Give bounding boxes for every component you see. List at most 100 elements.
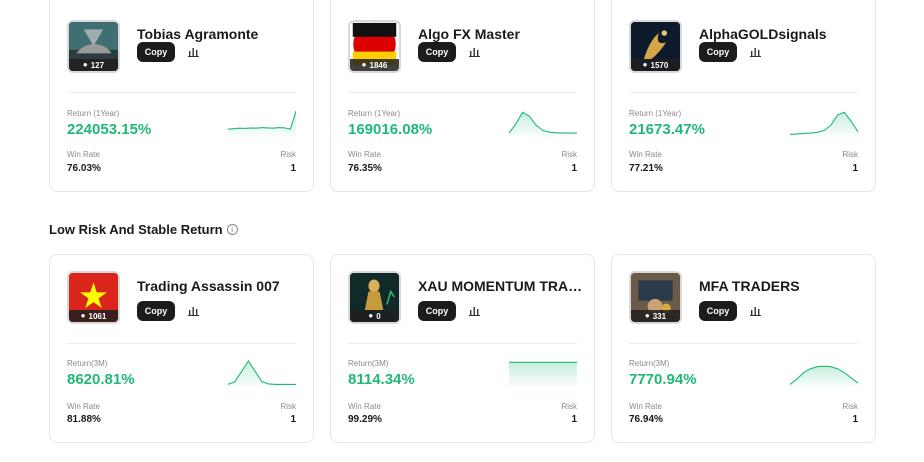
trader-name[interactable]: Tobias Agramonte bbox=[137, 26, 259, 42]
sparkline-area bbox=[790, 112, 858, 139]
return-sparkline bbox=[228, 110, 296, 139]
copy-button[interactable]: Copy bbox=[418, 42, 456, 62]
card-divider bbox=[348, 343, 577, 344]
risk-label: Risk bbox=[561, 150, 577, 159]
trader-name[interactable]: XAU MOMENTUM TRADI... bbox=[418, 278, 588, 294]
return-value: 8620.81% bbox=[67, 371, 135, 388]
trader-avatar[interactable]: ● 127 bbox=[67, 20, 120, 73]
win-rate-label: Win Rate bbox=[629, 402, 662, 411]
win-rate-label: Win Rate bbox=[348, 150, 381, 159]
follower-count: 331 bbox=[652, 311, 667, 321]
risk-label: Risk bbox=[842, 150, 858, 159]
card-divider bbox=[348, 92, 577, 93]
follower-count-badge: ● 0 bbox=[350, 310, 399, 322]
return-value: 21673.47% bbox=[629, 121, 705, 138]
sparkline-line bbox=[509, 111, 577, 134]
sparkline-area bbox=[509, 112, 577, 139]
win-rate-label: Win Rate bbox=[629, 150, 662, 159]
trader-avatar[interactable]: ● 1846 bbox=[348, 20, 401, 73]
follower-count: 127 bbox=[90, 60, 105, 70]
return-sparkline bbox=[790, 365, 858, 389]
return-label: Return(3M) bbox=[67, 359, 108, 368]
win-rate-value: 76.35% bbox=[348, 163, 382, 174]
follower-count-badge: ● 1061 bbox=[69, 310, 118, 322]
user-icon: ● bbox=[80, 311, 86, 320]
user-icon: ● bbox=[368, 311, 374, 320]
risk-value: 1 bbox=[852, 163, 858, 174]
risk-label: Risk bbox=[280, 150, 296, 159]
return-sparkline bbox=[509, 361, 577, 389]
user-icon: ● bbox=[82, 60, 88, 69]
card-divider bbox=[67, 343, 296, 344]
win-rate-label: Win Rate bbox=[67, 402, 100, 411]
sparkline-line bbox=[790, 365, 858, 385]
risk-value: 1 bbox=[852, 414, 858, 425]
info-icon[interactable]: i bbox=[226, 224, 238, 235]
sparkline-line bbox=[790, 111, 858, 135]
copy-button[interactable]: Copy bbox=[137, 301, 175, 321]
card-divider bbox=[629, 92, 858, 93]
bar-chart-icon[interactable] bbox=[469, 47, 480, 57]
bar-chart-icon[interactable] bbox=[750, 306, 761, 316]
copy-button[interactable]: Copy bbox=[699, 301, 737, 321]
trader-avatar[interactable]: ● 0 bbox=[348, 271, 401, 324]
win-rate-label: Win Rate bbox=[67, 150, 100, 159]
user-icon: ● bbox=[644, 311, 650, 320]
copy-button[interactable]: Copy bbox=[699, 42, 737, 62]
follower-count: 1846 bbox=[369, 60, 388, 70]
return-value: 7770.94% bbox=[629, 371, 697, 388]
return-label: Return (1Year) bbox=[629, 109, 682, 118]
risk-value: 1 bbox=[290, 163, 296, 174]
copy-button[interactable]: Copy bbox=[418, 301, 456, 321]
return-label: Return(3M) bbox=[348, 359, 389, 368]
return-sparkline bbox=[228, 359, 296, 389]
return-label: Return (1Year) bbox=[67, 109, 120, 118]
trader-avatar[interactable]: ● 331 bbox=[629, 271, 682, 324]
bar-chart-icon[interactable] bbox=[188, 47, 199, 57]
follower-count-badge: ● 1570 bbox=[631, 59, 680, 71]
risk-label: Risk bbox=[280, 402, 296, 411]
follower-count: 1570 bbox=[650, 60, 669, 70]
trader-name[interactable]: Trading Assassin 007 bbox=[137, 278, 280, 294]
trader-name[interactable]: MFA TRADERS bbox=[699, 278, 800, 294]
follower-count: 1061 bbox=[88, 311, 107, 321]
win-rate-value: 76.94% bbox=[629, 414, 663, 425]
bar-chart-icon[interactable] bbox=[469, 306, 480, 316]
win-rate-value: 77.21% bbox=[629, 163, 663, 174]
return-label: Return(3M) bbox=[629, 359, 670, 368]
trader-avatar[interactable]: ● 1061 bbox=[67, 271, 120, 324]
trader-card[interactable]: ● 1846 Algo FX Master Copy Return (1Year… bbox=[330, 0, 595, 192]
return-value: 8114.34% bbox=[348, 371, 415, 388]
sparkline-line bbox=[228, 110, 296, 130]
top-card-grid: ● 127 Tobias Agramonte Copy Return (1Yea… bbox=[49, 0, 877, 192]
win-rate-value: 76.03% bbox=[67, 163, 101, 174]
trader-card[interactable]: ● 1570 AlphaGOLDsignals Copy Return (1Ye… bbox=[611, 0, 876, 192]
bar-chart-icon[interactable] bbox=[750, 47, 761, 57]
card-divider bbox=[629, 343, 858, 344]
trader-card[interactable]: ● 0 XAU MOMENTUM TRADI... Copy Return(3M… bbox=[330, 254, 595, 443]
section-title-text: Low Risk And Stable Return bbox=[49, 222, 223, 237]
risk-label: Risk bbox=[561, 402, 577, 411]
sparkline-line bbox=[228, 359, 296, 385]
return-label: Return (1Year) bbox=[348, 109, 401, 118]
follower-count-badge: ● 331 bbox=[631, 310, 680, 322]
trader-card[interactable]: ● 127 Tobias Agramonte Copy Return (1Yea… bbox=[49, 0, 314, 192]
trader-name[interactable]: AlphaGOLDsignals bbox=[699, 26, 827, 42]
win-rate-value: 99.29% bbox=[348, 414, 382, 425]
trader-card[interactable]: ● 1061 Trading Assassin 007 Copy Return(… bbox=[49, 254, 314, 443]
risk-value: 1 bbox=[290, 414, 296, 425]
trader-name[interactable]: Algo FX Master bbox=[418, 26, 520, 42]
risk-label: Risk bbox=[842, 402, 858, 411]
follower-count-badge: ● 127 bbox=[69, 59, 118, 71]
sparkline-area bbox=[790, 366, 858, 389]
return-sparkline bbox=[509, 111, 577, 139]
bottom-card-grid: ● 1061 Trading Assassin 007 Copy Return(… bbox=[49, 254, 877, 443]
follower-count-badge: ● 1846 bbox=[350, 59, 399, 71]
copy-button[interactable]: Copy bbox=[137, 42, 175, 62]
section-title: Low Risk And Stable Return i bbox=[49, 222, 238, 237]
risk-value: 1 bbox=[571, 414, 577, 425]
trader-avatar[interactable]: ● 1570 bbox=[629, 20, 682, 73]
user-icon: ● bbox=[642, 60, 648, 69]
trader-card[interactable]: ● 331 MFA TRADERS Copy Return(3M) 7770.9… bbox=[611, 254, 876, 443]
bar-chart-icon[interactable] bbox=[188, 306, 199, 316]
